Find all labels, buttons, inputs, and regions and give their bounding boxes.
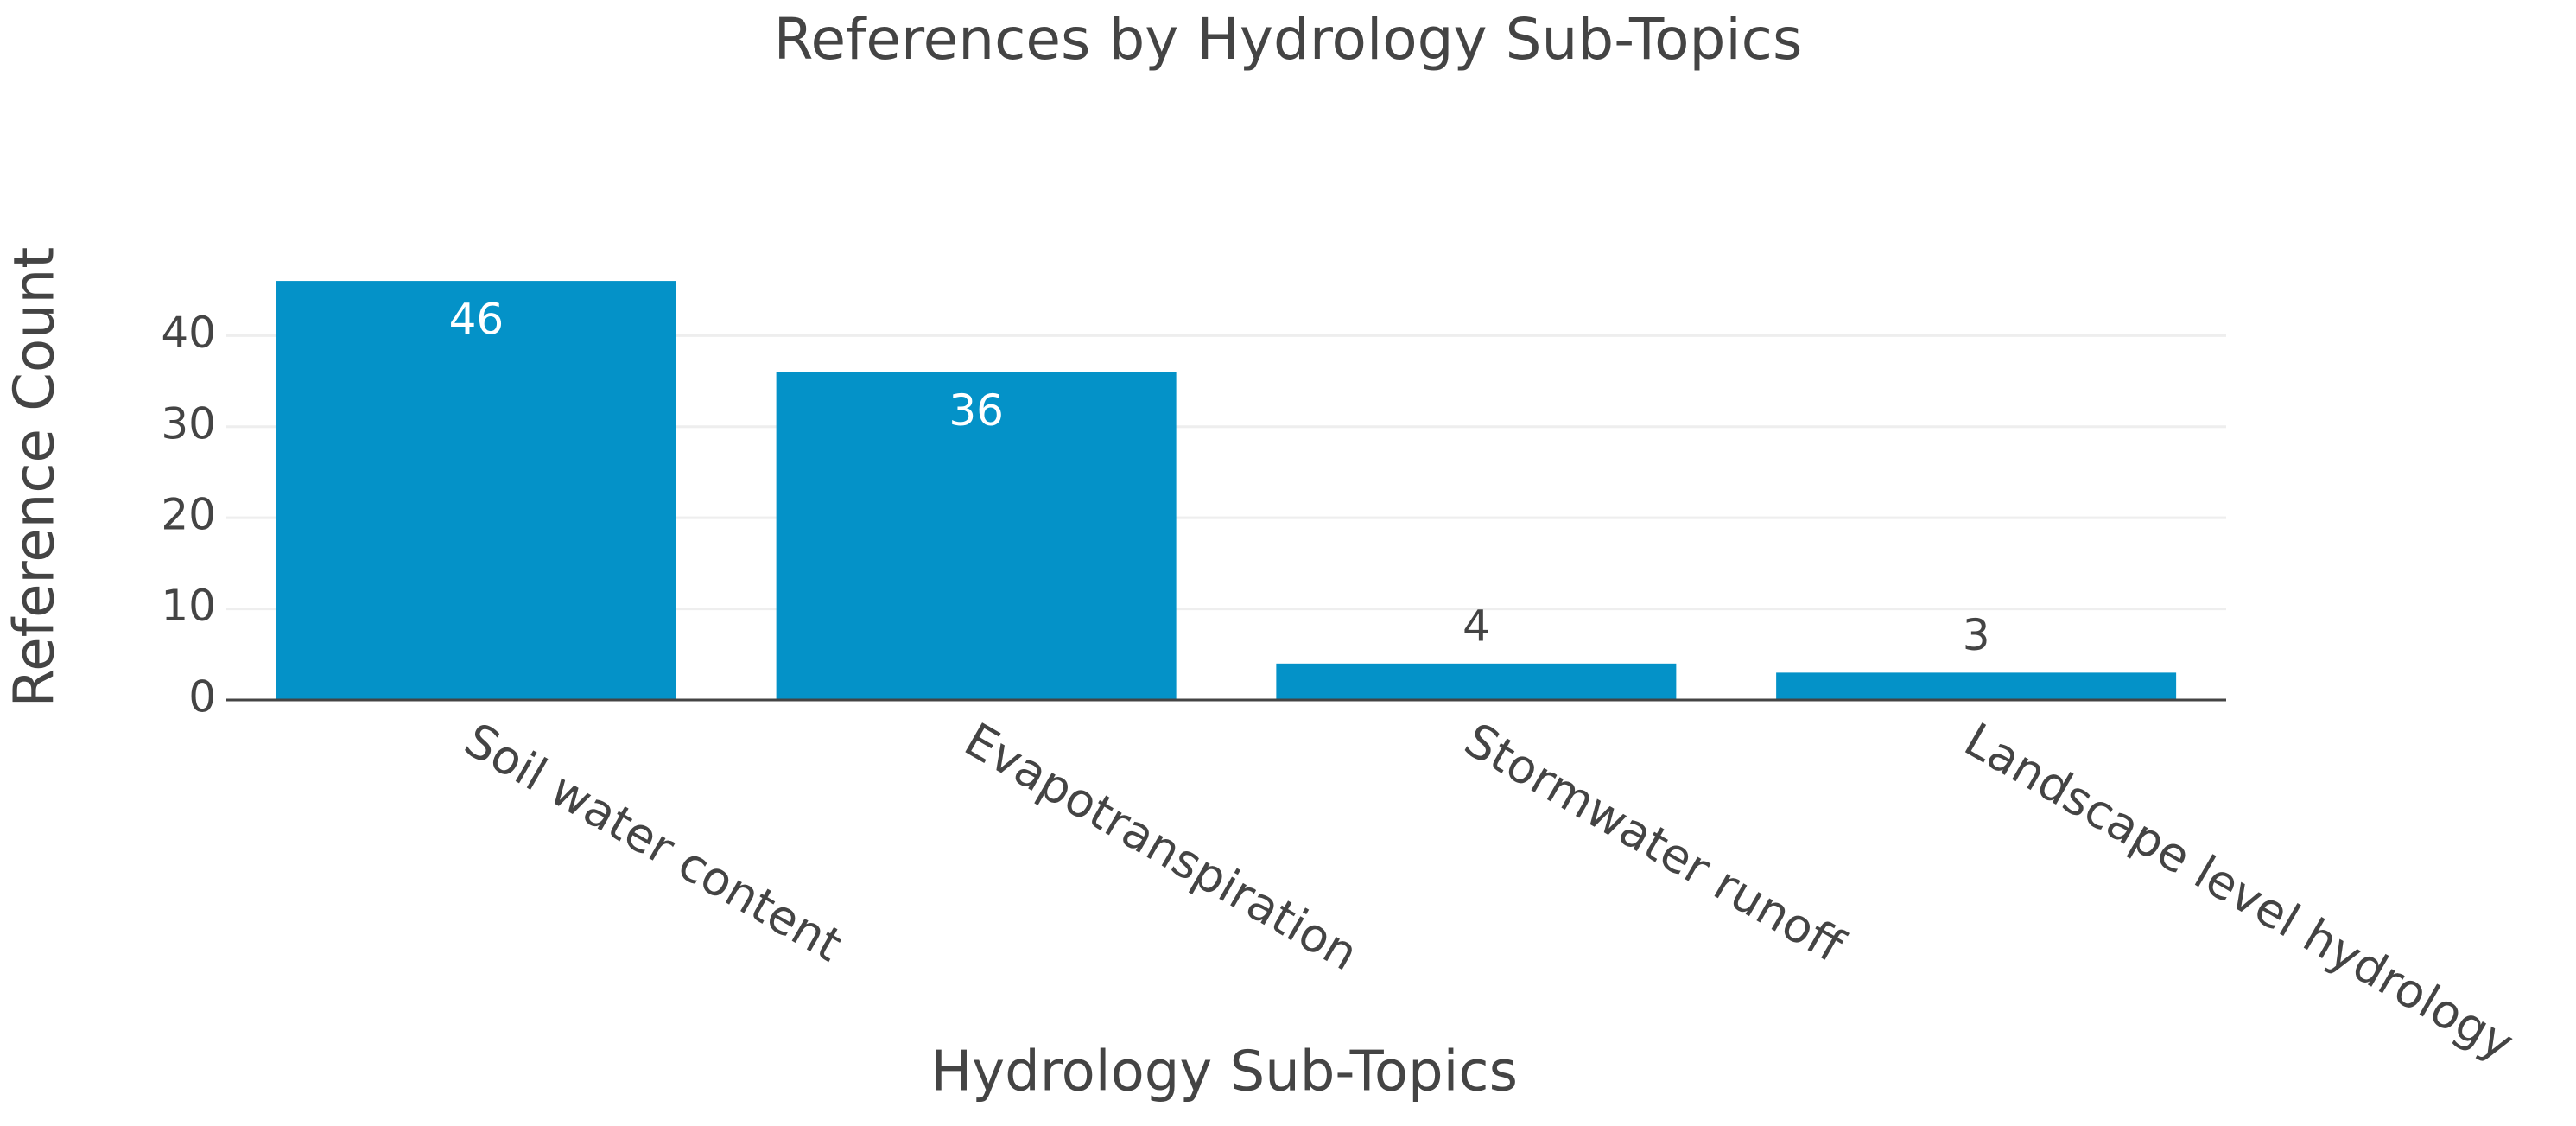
bar (776, 372, 1177, 700)
x-tick-label: Stormwater runoff (1456, 712, 1854, 974)
y-tick-label: 10 (161, 581, 216, 631)
value-label: 36 (949, 385, 1004, 436)
x-tick-label: Landscape level hydrology (1956, 712, 2522, 1071)
y-tick-label: 0 (188, 672, 216, 722)
value-label: 3 (1963, 610, 1990, 660)
bar (1276, 663, 1677, 700)
x-axis-title: Hydrology Sub-Topics (930, 1040, 1518, 1104)
value-label: 4 (1462, 601, 1490, 651)
x-tick-label: Soil water content (456, 712, 852, 972)
value-label: 46 (449, 295, 504, 345)
y-tick-label: 30 (161, 398, 216, 448)
x-tick-label: Evapotranspiration (955, 712, 1367, 981)
y-axis-title: Reference Count (3, 247, 67, 708)
bar (276, 281, 676, 700)
bar (1776, 672, 2177, 700)
y-tick-label: 40 (161, 308, 216, 358)
chart-title: References by Hydrology Sub-Topics (774, 6, 1803, 73)
y-tick-label: 20 (161, 490, 216, 540)
